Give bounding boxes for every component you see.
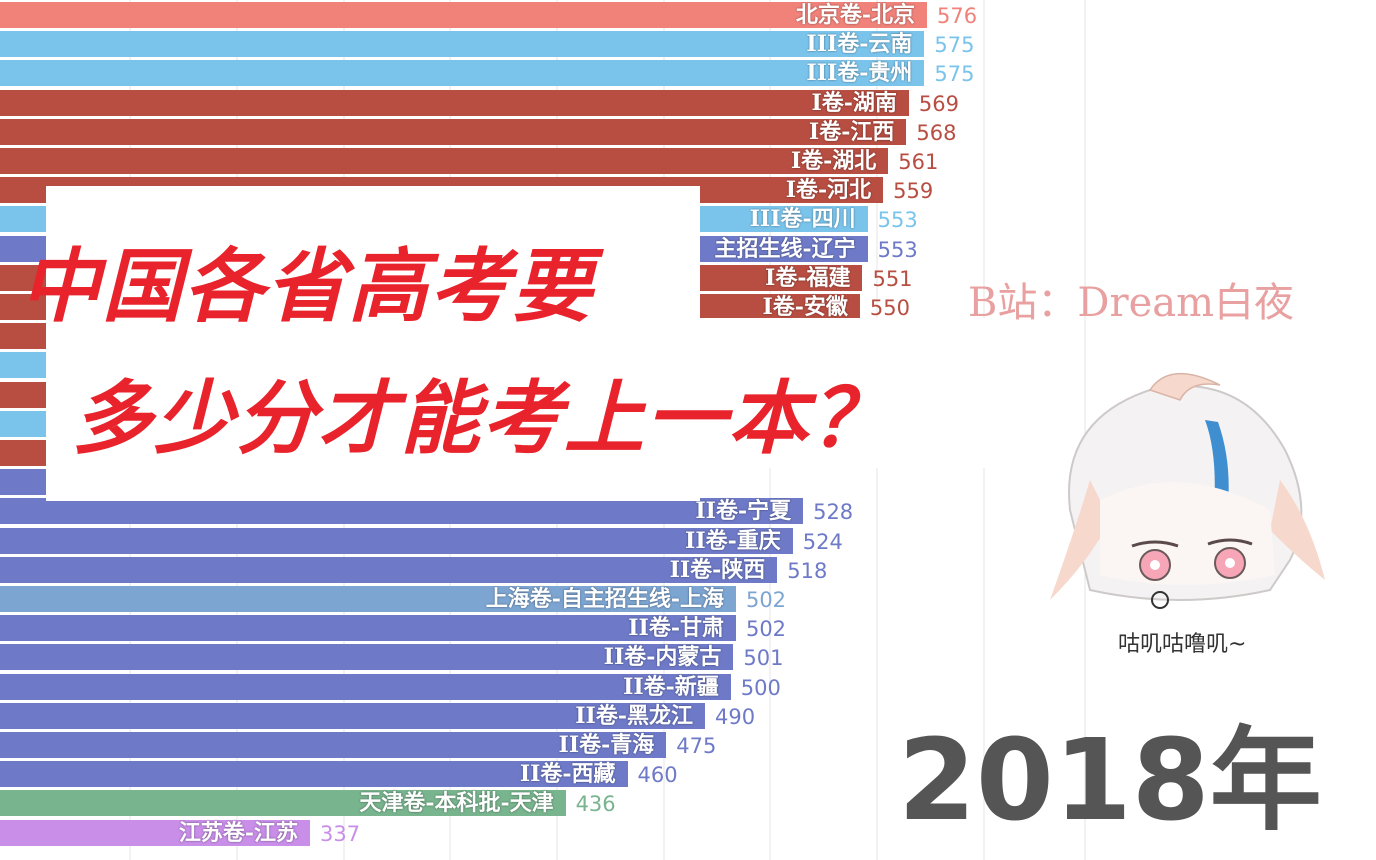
bar-value-label: 490 bbox=[714, 704, 756, 729]
bar-category-label: 北京卷-北京 bbox=[795, 2, 915, 28]
bar bbox=[0, 819, 310, 846]
bar bbox=[0, 89, 909, 116]
title-line-2: 多少分才能考上一本？ bbox=[72, 372, 892, 465]
bar bbox=[0, 31, 925, 58]
bar-category-label: 主招生线-辽宁 bbox=[714, 235, 856, 262]
bar-category-label: I卷-福建 bbox=[765, 264, 851, 291]
bar-value-label: 502 bbox=[745, 617, 787, 642]
bar bbox=[0, 440, 46, 466]
bar bbox=[0, 118, 907, 145]
bar-category-label: II卷-黑龙江 bbox=[575, 702, 693, 729]
bar-value-label: 551 bbox=[872, 266, 913, 291]
bar-value-label: 475 bbox=[676, 734, 717, 758]
bar bbox=[0, 702, 705, 729]
bar bbox=[0, 498, 804, 525]
bar-category-label: I卷-安徽 bbox=[762, 294, 848, 320]
bar-value-label: 436 bbox=[575, 792, 616, 817]
bar bbox=[0, 381, 46, 408]
bar-category-label: 天津卷-本科批-天津 bbox=[359, 790, 554, 817]
bar-category-label: II卷-新疆 bbox=[623, 673, 719, 700]
bar bbox=[0, 2, 927, 28]
bar-category-label: II卷-陕西 bbox=[669, 556, 766, 583]
title-panel-extension bbox=[700, 318, 1040, 468]
bar bbox=[0, 732, 667, 758]
watermark: B站：Dream白夜 bbox=[968, 280, 1295, 326]
bar-value-label: 502 bbox=[745, 588, 787, 612]
title-panel bbox=[46, 186, 700, 501]
bar-category-label: III卷-云南 bbox=[806, 31, 913, 58]
bar-category-label: II卷-重庆 bbox=[685, 527, 781, 554]
bar-category-label: II卷-西藏 bbox=[519, 761, 616, 788]
bar bbox=[0, 527, 793, 554]
bar bbox=[0, 352, 46, 379]
mascot-illustration bbox=[1050, 373, 1325, 609]
bar-value-label: 550 bbox=[869, 296, 910, 320]
bar-value-label: 500 bbox=[740, 675, 781, 700]
bar bbox=[0, 148, 889, 174]
bar-value-label: 553 bbox=[877, 208, 918, 233]
bar bbox=[0, 586, 736, 612]
bar-category-label: 上海卷-自主招生线-上海 bbox=[485, 586, 724, 612]
bar bbox=[0, 644, 734, 671]
bar-category-label: III卷-贵州 bbox=[806, 60, 913, 87]
bar-category-label: II卷-甘肃 bbox=[628, 615, 724, 642]
bar bbox=[0, 790, 566, 817]
title-line-1: 中国各省高考要 bbox=[20, 240, 594, 333]
bar-value-label: 568 bbox=[916, 120, 957, 145]
bar-category-label: I卷-河北 bbox=[785, 177, 872, 204]
bar bbox=[0, 673, 731, 700]
bar-value-label: 528 bbox=[813, 500, 854, 525]
bar-value-label: 501 bbox=[743, 646, 784, 671]
bar-value-label: 518 bbox=[787, 558, 828, 583]
mascot-caption: 咕叽咕噜叽~ bbox=[1118, 632, 1247, 657]
year-label: 2018年 bbox=[898, 716, 1322, 846]
bar bbox=[0, 469, 46, 496]
bar bbox=[0, 761, 628, 788]
bar-value-label: 553 bbox=[877, 237, 918, 262]
bar-category-label: II卷-宁夏 bbox=[695, 498, 792, 525]
bar-category-label: II卷-内蒙古 bbox=[603, 644, 722, 671]
bar bbox=[0, 323, 46, 350]
bar-value-label: 576 bbox=[937, 4, 978, 28]
bar bbox=[0, 60, 925, 87]
bar-category-label: I卷-江西 bbox=[808, 118, 895, 145]
bar bbox=[0, 410, 46, 437]
bar-category-label: III卷-四川 bbox=[749, 206, 856, 233]
bar bbox=[0, 556, 778, 583]
bar-value-label: 460 bbox=[637, 763, 678, 788]
bar-category-label: 江苏卷-江苏 bbox=[178, 819, 298, 846]
bar-value-label: 559 bbox=[893, 179, 934, 204]
bar-value-label: 337 bbox=[320, 821, 361, 846]
bar-category-label: II卷-青海 bbox=[558, 732, 655, 758]
bar bbox=[0, 615, 736, 642]
bar-value-label: 524 bbox=[802, 529, 843, 554]
bar-value-label: 569 bbox=[918, 91, 960, 116]
bar-value-label: 575 bbox=[934, 33, 975, 58]
bar-category-label: I卷-湖北 bbox=[790, 148, 877, 174]
bar-value-label: 561 bbox=[898, 150, 939, 174]
bar-category-label: I卷-湖南 bbox=[811, 89, 897, 116]
bar-value-label: 575 bbox=[934, 62, 975, 87]
